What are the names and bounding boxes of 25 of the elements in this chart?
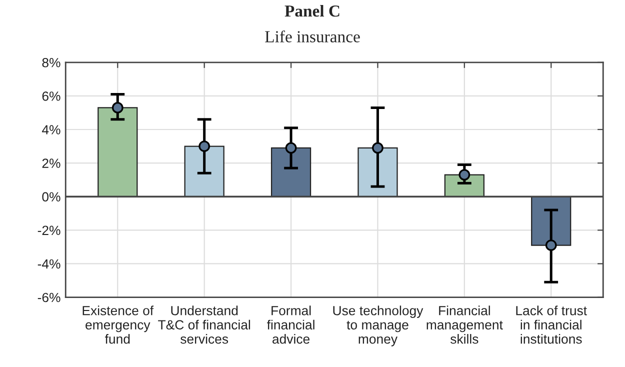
point [458,169,470,180]
x-tick-label: Formal financial advice [267,306,314,344]
x-tick-label: Existence of emergency fund [82,306,154,344]
y-tick-label: -4% [38,259,60,269]
chart-subtitle: Life insurance [265,30,360,42]
point [285,142,297,154]
bar [184,146,224,198]
bar [98,107,138,198]
point [198,140,210,152]
x-tick-label: Understand T&C of financial services [158,306,250,344]
point [372,142,384,154]
point [545,240,557,251]
y-tick-label: 4% [42,125,60,134]
y-tick-label: -6% [38,292,60,302]
x-tick-label: Use technology to manage money [333,306,424,346]
y-tick-label: 2% [42,158,60,168]
y-tick-label: 8% [42,58,60,68]
chart-title: Panel C [284,4,340,17]
x-tick-label: Lack of trust in financial institutions [516,306,587,344]
y-tick-label: 0% [42,192,60,202]
bar [358,147,398,198]
point [112,102,124,114]
y-tick-label: -2% [38,226,60,236]
x-tick-label: Financial management skills [426,306,503,344]
y-tick-label: 6% [42,92,60,101]
